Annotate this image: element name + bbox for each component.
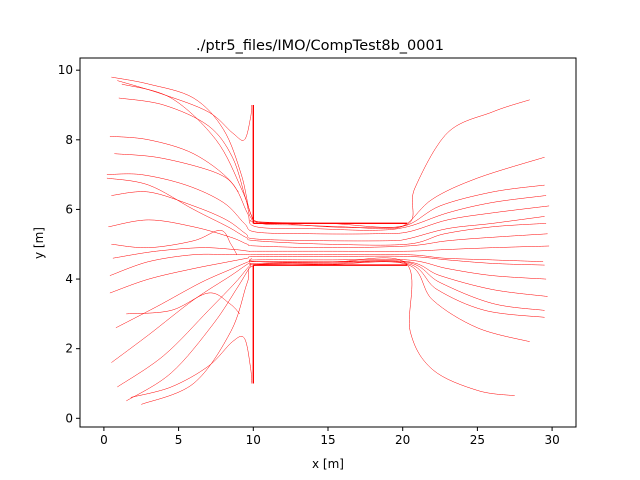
trajectory-line	[117, 80, 253, 141]
y-tick-label: 0	[65, 411, 73, 425]
x-tick-label: 5	[175, 433, 183, 447]
trajectory-line	[130, 336, 253, 398]
trajectory-line	[141, 261, 530, 405]
x-tick-label: 30	[544, 433, 559, 447]
trajectory-line	[106, 173, 550, 235]
trajectory-line	[109, 136, 547, 231]
trajectory-line	[111, 230, 238, 255]
trajectory-line	[106, 177, 547, 246]
x-tick-label: 15	[320, 433, 335, 447]
x-axis: 0 5 10 15 20 25 30	[100, 427, 560, 447]
x-tick-label: 20	[395, 433, 410, 447]
y-tick-label: 4	[65, 272, 73, 286]
y-axis: 0 2 4 6 8 10	[58, 63, 80, 425]
chart-title: ./ptr5_files/IMO/CompTest8b_0001	[196, 38, 444, 54]
trajectory-line	[126, 261, 545, 402]
x-tick-label: 25	[470, 433, 485, 447]
y-tick-label: 10	[58, 63, 73, 77]
plot-area	[79, 57, 577, 428]
x-tick-label: 0	[100, 433, 108, 447]
x-tick-label: 10	[246, 433, 261, 447]
trajectory-line	[126, 292, 241, 315]
trajectory-lines	[106, 76, 550, 405]
trajectory-line	[114, 153, 239, 193]
trajectory-line	[112, 245, 550, 259]
trajectory-line	[109, 255, 545, 294]
y-tick-label: 8	[65, 133, 73, 147]
trajectory-line	[108, 219, 548, 248]
y-tick-label: 2	[65, 342, 73, 356]
trajectory-line	[115, 259, 547, 329]
y-tick-label: 6	[65, 202, 73, 216]
x-axis-label: x [m]	[312, 457, 344, 471]
trajectory-line	[117, 260, 545, 388]
trajectory-line	[109, 253, 544, 276]
y-axis-label: y [m]	[32, 227, 46, 259]
trajectory-line	[111, 76, 545, 229]
trajectory-line	[111, 191, 545, 242]
trajectory-line	[249, 257, 515, 396]
